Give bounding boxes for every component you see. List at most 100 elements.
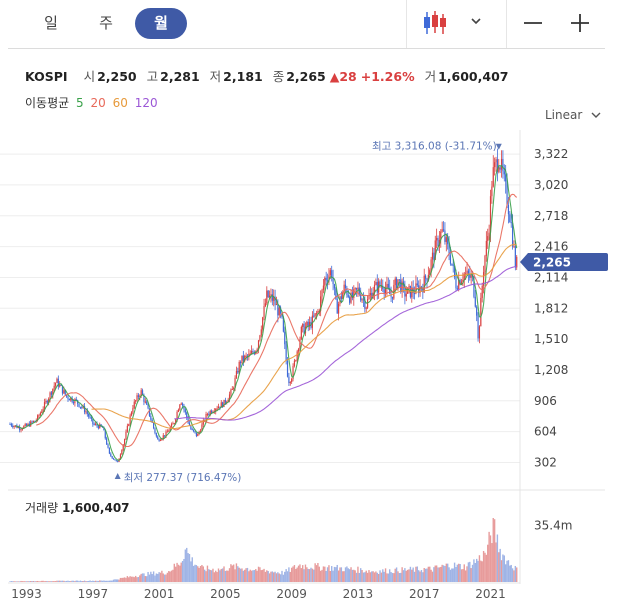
candle-body (199, 430, 202, 432)
volume-bar (307, 568, 309, 582)
change-percent: +1.26% (360, 69, 415, 84)
candle-body (368, 296, 370, 300)
volume-bar (377, 573, 380, 582)
candle-body (342, 292, 344, 299)
candle-body (291, 379, 293, 383)
tab-daily[interactable]: 일 (44, 14, 58, 32)
candle-body (284, 331, 286, 345)
volume-bar (284, 571, 286, 582)
candle-body (397, 279, 399, 289)
volume-bar (31, 581, 33, 582)
candle-body (507, 204, 510, 215)
volume-bar (24, 581, 26, 582)
candle-body (48, 398, 50, 403)
tab-monthly[interactable]: 월 (135, 8, 187, 39)
volume-bar (467, 562, 470, 582)
candle-body (353, 289, 355, 299)
candle-body (259, 335, 261, 341)
volume-bar (337, 570, 340, 582)
candle-body (129, 415, 131, 425)
candle-body (20, 429, 22, 431)
candle-body (355, 288, 358, 290)
volume-bar (383, 571, 385, 582)
candle-body (92, 418, 94, 425)
volume-bar (419, 571, 421, 582)
volume-bar (67, 580, 69, 582)
candle-body (233, 387, 235, 389)
volume-bar (310, 567, 312, 582)
candle-body (431, 252, 434, 260)
tab-weekly[interactable]: 주 (99, 14, 113, 32)
volume-bar (82, 581, 84, 582)
price-chart[interactable]: 302 604 906 1,208 1,510 1,812 2,114 2,416 2,718 3… (0, 130, 631, 610)
candle-body (325, 277, 327, 281)
candle-body (184, 409, 186, 413)
scale-selector[interactable]: Linear (545, 108, 603, 122)
candle-body (262, 317, 264, 330)
volume-bar (346, 566, 348, 582)
volume-bar (456, 564, 459, 582)
volume-bar (424, 568, 427, 582)
volume-bar (118, 579, 120, 582)
volume-bar (148, 574, 151, 582)
volume-bar (274, 571, 276, 582)
candle-body (158, 439, 160, 441)
candle-body (476, 306, 478, 316)
candle-body (37, 415, 39, 421)
candle-body (63, 390, 65, 394)
candle-body (223, 399, 225, 408)
volume-bars (9, 518, 518, 582)
volume-bar (270, 571, 272, 582)
volume-tick-label: 35.4m (534, 518, 572, 532)
volume-bar (88, 580, 90, 582)
candle-body (466, 270, 468, 274)
volume-bar (423, 568, 425, 582)
quote-summary: KOSPI 시 2,250 고 2,281 저 2,181 종 2,265 ▲28 +1… (25, 66, 508, 85)
volume-bar (92, 580, 94, 582)
volume-bar (373, 572, 376, 582)
volume-bar (202, 566, 205, 582)
volume-bar (493, 519, 496, 582)
volume-bar (121, 577, 123, 582)
toolbar-divider-line (8, 48, 605, 49)
volume-bar (179, 565, 181, 582)
volume-bar (227, 570, 229, 582)
volume-bar (452, 568, 454, 582)
volume-bar (110, 580, 112, 582)
candle-body (106, 438, 108, 445)
volume-label: 거 (424, 69, 437, 84)
candle-body (463, 273, 465, 280)
candle-body (75, 399, 77, 401)
candle-body (263, 306, 265, 318)
candle-body (241, 355, 243, 363)
y-tick-label: 302 (534, 455, 557, 469)
volume-bar (176, 562, 178, 582)
candle-body (437, 237, 439, 246)
candle-body (451, 263, 453, 265)
zoom-in-button[interactable] (565, 8, 595, 38)
volume-bar (144, 576, 147, 582)
ma-120-line (174, 265, 517, 421)
chart-type-dropdown[interactable] (466, 10, 486, 34)
high-value: 2,281 (160, 69, 200, 84)
volume-bar (155, 573, 158, 582)
candle-body (500, 158, 503, 170)
volume-bar (70, 581, 72, 582)
candle-body (122, 444, 124, 451)
candle-body (24, 424, 26, 426)
candle-body (458, 279, 460, 290)
volume-bar (208, 569, 210, 582)
volume-bar (350, 567, 352, 582)
chart-type-button[interactable] (418, 8, 454, 38)
candle-body (17, 427, 19, 429)
volume-bar (119, 577, 122, 582)
volume-bar (41, 580, 43, 582)
volume-bar (504, 564, 507, 582)
zoom-out-button[interactable] (518, 8, 548, 38)
x-tick-label: 2017 (409, 587, 440, 601)
candle-body (159, 439, 162, 441)
candle-body (210, 410, 213, 413)
candle-body (132, 408, 134, 413)
volume-bar (212, 568, 214, 582)
candle-body (231, 388, 233, 390)
